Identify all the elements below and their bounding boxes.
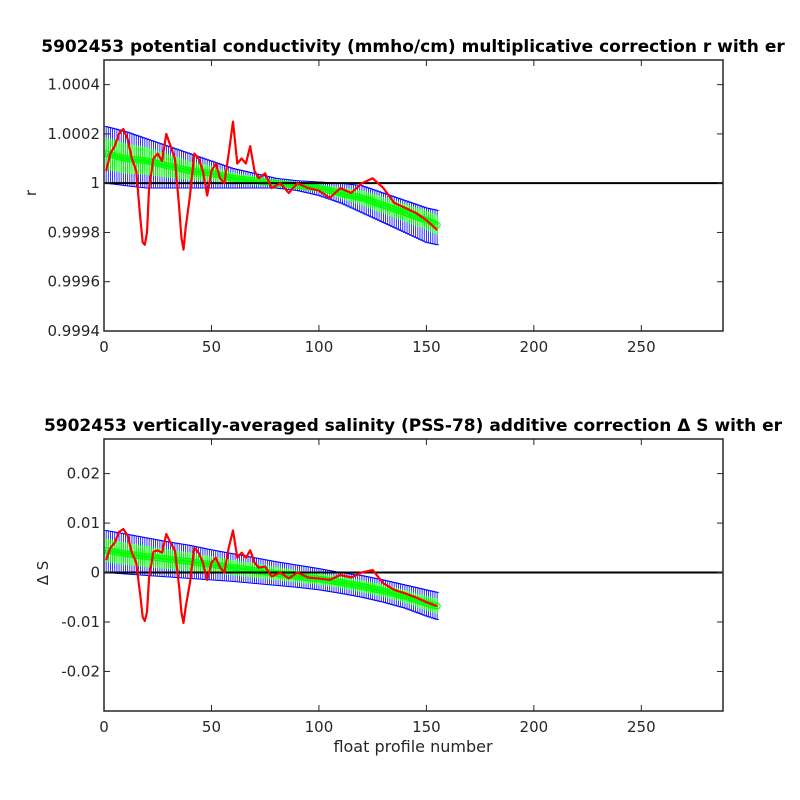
chart-1-ylabel: r xyxy=(22,189,40,196)
y-tick-label: 1.0002 xyxy=(48,125,101,143)
x-tick-label: 0 xyxy=(99,718,109,736)
y-tick-label: -0.02 xyxy=(61,662,100,680)
x-tick-label: 50 xyxy=(202,338,221,356)
chart-1: 5902453 potential conductivity (mmho/cm)… xyxy=(22,37,785,356)
chart-2-title: 5902453 vertically-averaged salinity (PS… xyxy=(44,416,783,436)
y-tick-label: 0.01 xyxy=(67,514,100,532)
chart-2-xlabel: float profile number xyxy=(333,737,493,756)
x-tick-label: 100 xyxy=(305,338,334,356)
y-tick-label: 1.0004 xyxy=(48,76,101,94)
x-tick-label: 50 xyxy=(202,718,221,736)
x-tick-label: 200 xyxy=(520,338,549,356)
chart-2-ylabel: Δ S xyxy=(34,561,52,586)
chart-1-title: 5902453 potential conductivity (mmho/cm)… xyxy=(41,37,785,57)
chart-2-axes-box xyxy=(103,438,724,712)
fit-point xyxy=(433,221,441,229)
chart-1-ticks: 0 50 100 150 200 250 0.9994 0.9996 0.9998 1 1.0002… xyxy=(48,60,723,356)
chart-1-plot-area xyxy=(104,120,723,251)
chart-2-ticks: 0 50 100 150 200 250 -0.02 -0.01 0 0.01 0.02 xyxy=(61,439,723,736)
x-tick-label: 0 xyxy=(99,338,109,356)
y-tick-label: 0.9994 xyxy=(48,322,101,340)
x-tick-label: 100 xyxy=(305,718,334,736)
chart-1-series-line xyxy=(105,120,438,251)
x-tick-label: 200 xyxy=(520,718,549,736)
chart-2-plot-area xyxy=(104,527,723,625)
chart-2: 5902453 vertically-averaged salinity (PS… xyxy=(34,416,783,756)
x-tick-label: 150 xyxy=(412,718,441,736)
x-tick-label: 150 xyxy=(412,338,441,356)
y-tick-label: 0.02 xyxy=(67,465,100,483)
y-tick-label: 0.9998 xyxy=(48,223,101,241)
chart-1-axes-box xyxy=(103,59,724,332)
chart-2-series-line xyxy=(105,527,438,625)
x-tick-label: 250 xyxy=(627,338,656,356)
y-tick-label: 0.9996 xyxy=(48,273,101,291)
y-tick-label: 1 xyxy=(90,174,100,192)
y-tick-label: 0 xyxy=(90,564,100,582)
y-tick-label: -0.01 xyxy=(61,613,100,631)
x-tick-label: 250 xyxy=(627,718,656,736)
